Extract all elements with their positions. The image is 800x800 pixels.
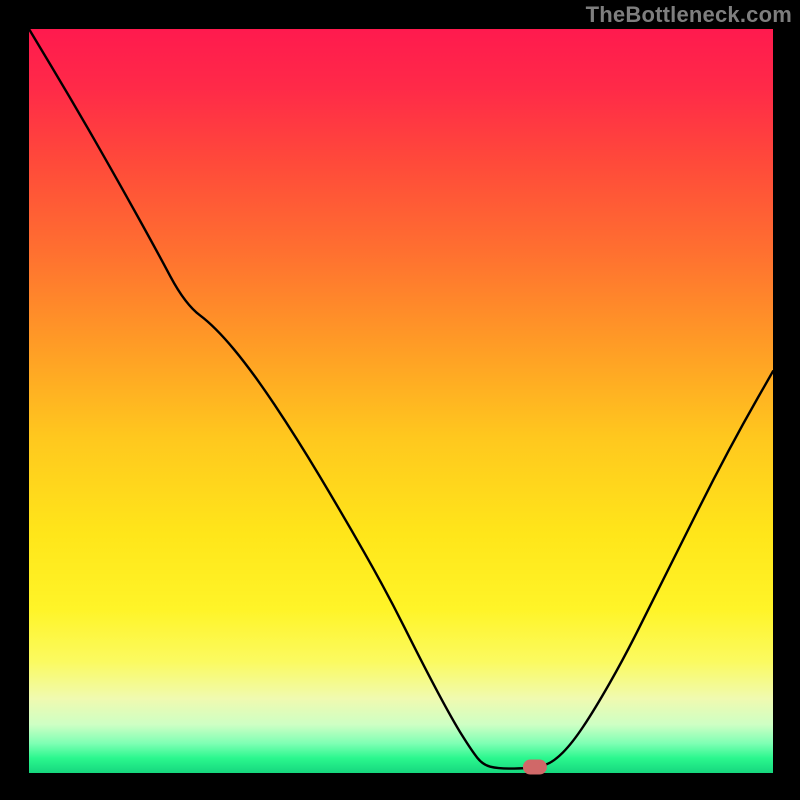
optimum-marker (523, 760, 547, 775)
watermark-text: TheBottleneck.com (586, 2, 792, 28)
bottleneck-chart (0, 0, 800, 800)
plot-background (29, 29, 773, 773)
chart-canvas: { "watermark": { "text": "TheBottleneck.… (0, 0, 800, 800)
